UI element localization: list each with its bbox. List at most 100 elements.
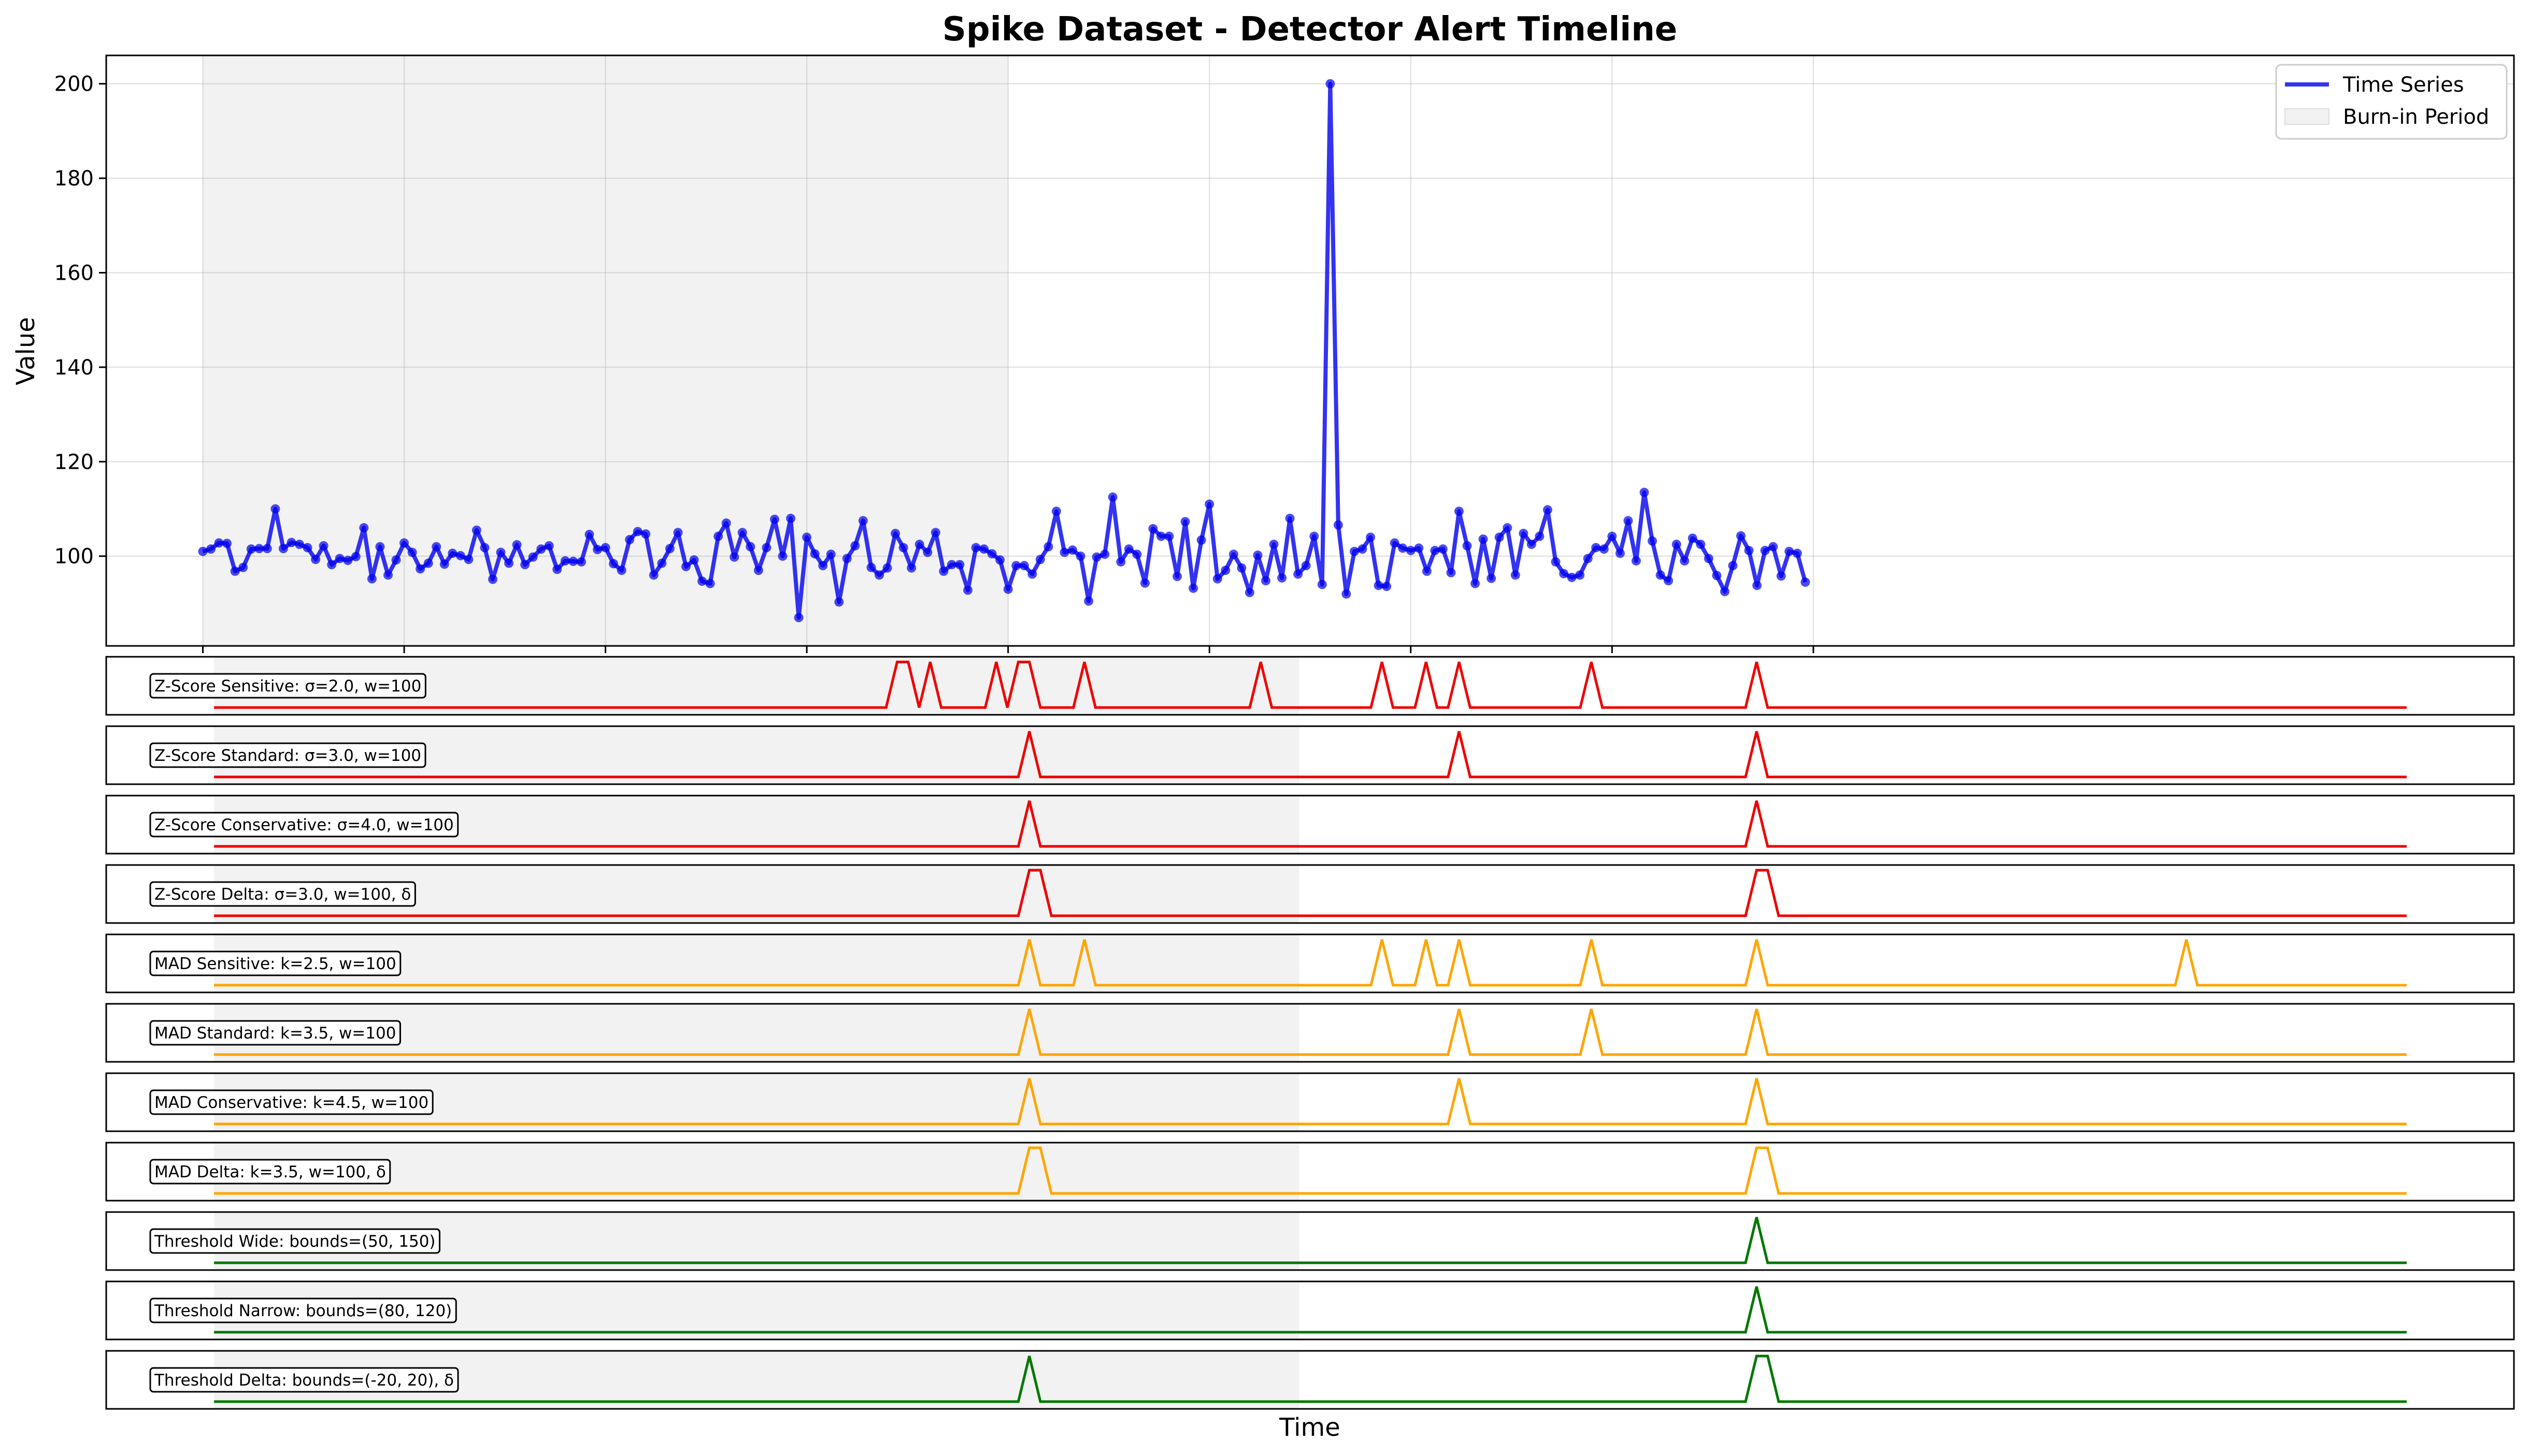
data-point <box>826 550 836 559</box>
detector-label: MAD Delta: k=3.5, w=100, δ <box>154 1163 386 1181</box>
detector-panel: Z-Score Delta: σ=3.0, w=100, δ <box>105 864 2515 924</box>
data-point <box>1116 557 1126 567</box>
data-point <box>1003 584 1013 594</box>
data-point <box>697 576 707 586</box>
data-point <box>770 514 779 524</box>
data-point <box>1019 561 1029 570</box>
data-point <box>753 566 763 575</box>
legend-time-series-label: Time Series <box>2342 73 2464 97</box>
data-point <box>198 546 208 556</box>
data-point <box>1430 545 1440 555</box>
data-point <box>609 559 619 569</box>
data-point <box>1011 561 1021 570</box>
data-point <box>1776 571 1786 581</box>
chart-title: Spike Dataset - Detector Alert Timeline <box>942 10 1677 49</box>
data-point <box>689 555 699 565</box>
detector-label-box <box>149 1089 434 1115</box>
detector-alert-signal <box>214 939 2407 987</box>
data-point <box>536 544 546 554</box>
data-point <box>971 543 981 553</box>
data-point <box>471 525 481 535</box>
detector-alert-signal <box>214 731 2407 779</box>
data-point <box>737 528 747 538</box>
legend-burn-in-swatch <box>2284 108 2329 125</box>
data-point <box>681 561 691 571</box>
data-point <box>262 544 272 554</box>
data-point <box>383 570 393 580</box>
detector-label-box <box>149 1228 441 1254</box>
data-point <box>327 560 337 570</box>
data-point <box>907 563 917 573</box>
data-point <box>931 528 940 538</box>
data-point <box>1559 569 1569 579</box>
data-point <box>987 549 997 559</box>
data-point <box>1680 556 1690 566</box>
data-point <box>1631 556 1641 566</box>
detector-panel-frame <box>105 1072 2515 1132</box>
data-point <box>335 554 345 564</box>
data-point <box>432 542 441 552</box>
detector-panel-frame <box>105 656 2515 716</box>
detector-label: MAD Sensitive: k=2.5, w=100 <box>154 955 396 973</box>
data-point <box>1648 536 1657 546</box>
detector-panel-frame <box>105 1211 2515 1271</box>
detector-alert-signal <box>214 1008 2407 1056</box>
data-point <box>1752 581 1762 590</box>
data-point <box>1084 596 1094 606</box>
data-point <box>439 559 449 569</box>
detector-panel-frame <box>105 1350 2515 1410</box>
data-point <box>512 540 522 550</box>
legend-box <box>2275 64 2508 140</box>
data-point <box>278 544 288 554</box>
data-point <box>1486 573 1496 583</box>
data-point <box>593 545 603 554</box>
data-point <box>1325 79 1335 89</box>
detector-label-box <box>149 881 416 907</box>
data-point <box>1728 561 1738 570</box>
data-point <box>1068 545 1077 555</box>
data-point <box>617 566 626 575</box>
data-point <box>214 538 224 548</box>
data-point <box>544 541 554 551</box>
detector-label: MAD Standard: k=3.5, w=100 <box>154 1024 396 1043</box>
data-point <box>633 527 642 537</box>
detector-label-box <box>149 812 459 838</box>
data-point <box>303 543 312 553</box>
data-point <box>568 556 578 566</box>
data-point <box>343 555 353 565</box>
data-point <box>955 560 965 570</box>
legend: Time Series Burn-in Period <box>2275 64 2508 140</box>
data-point <box>705 579 715 588</box>
detector-label: Threshold Delta: bounds=(-20, 20), δ <box>154 1371 454 1390</box>
detector-panel-frame <box>105 1142 2515 1202</box>
data-point <box>834 597 844 607</box>
data-point <box>1366 532 1376 542</box>
data-point <box>882 563 892 573</box>
legend-burn-in-label: Burn-in Period <box>2343 105 2489 129</box>
data-point <box>504 558 514 568</box>
data-point <box>1470 579 1480 588</box>
data-point <box>850 541 860 551</box>
data-point <box>1422 566 1432 576</box>
data-point <box>1164 531 1174 541</box>
data-point <box>1027 569 1037 579</box>
detector-panel: Z-Score Standard: σ=3.0, w=100 <box>105 725 2515 785</box>
data-point <box>923 547 933 557</box>
x-axis-ticks <box>202 646 1814 653</box>
data-point <box>898 543 908 553</box>
data-point <box>1051 507 1061 516</box>
data-point <box>367 574 377 584</box>
detector-panel: MAD Sensitive: k=2.5, w=100 <box>105 933 2515 993</box>
detector-panel-frame <box>105 795 2515 855</box>
data-point <box>914 539 924 549</box>
main-plot: 100 120 140 160 180 200 Time Series Burn-in P… <box>11 54 2515 653</box>
detector-panel-frame <box>105 1003 2515 1063</box>
data-point <box>1414 543 1424 553</box>
detector-alert-signal <box>214 660 2407 709</box>
data-point <box>416 564 425 574</box>
data-point <box>979 544 989 554</box>
detector-label-box <box>149 1367 459 1393</box>
detector-burn-in-region <box>214 1143 1299 1201</box>
data-point <box>1156 531 1166 541</box>
